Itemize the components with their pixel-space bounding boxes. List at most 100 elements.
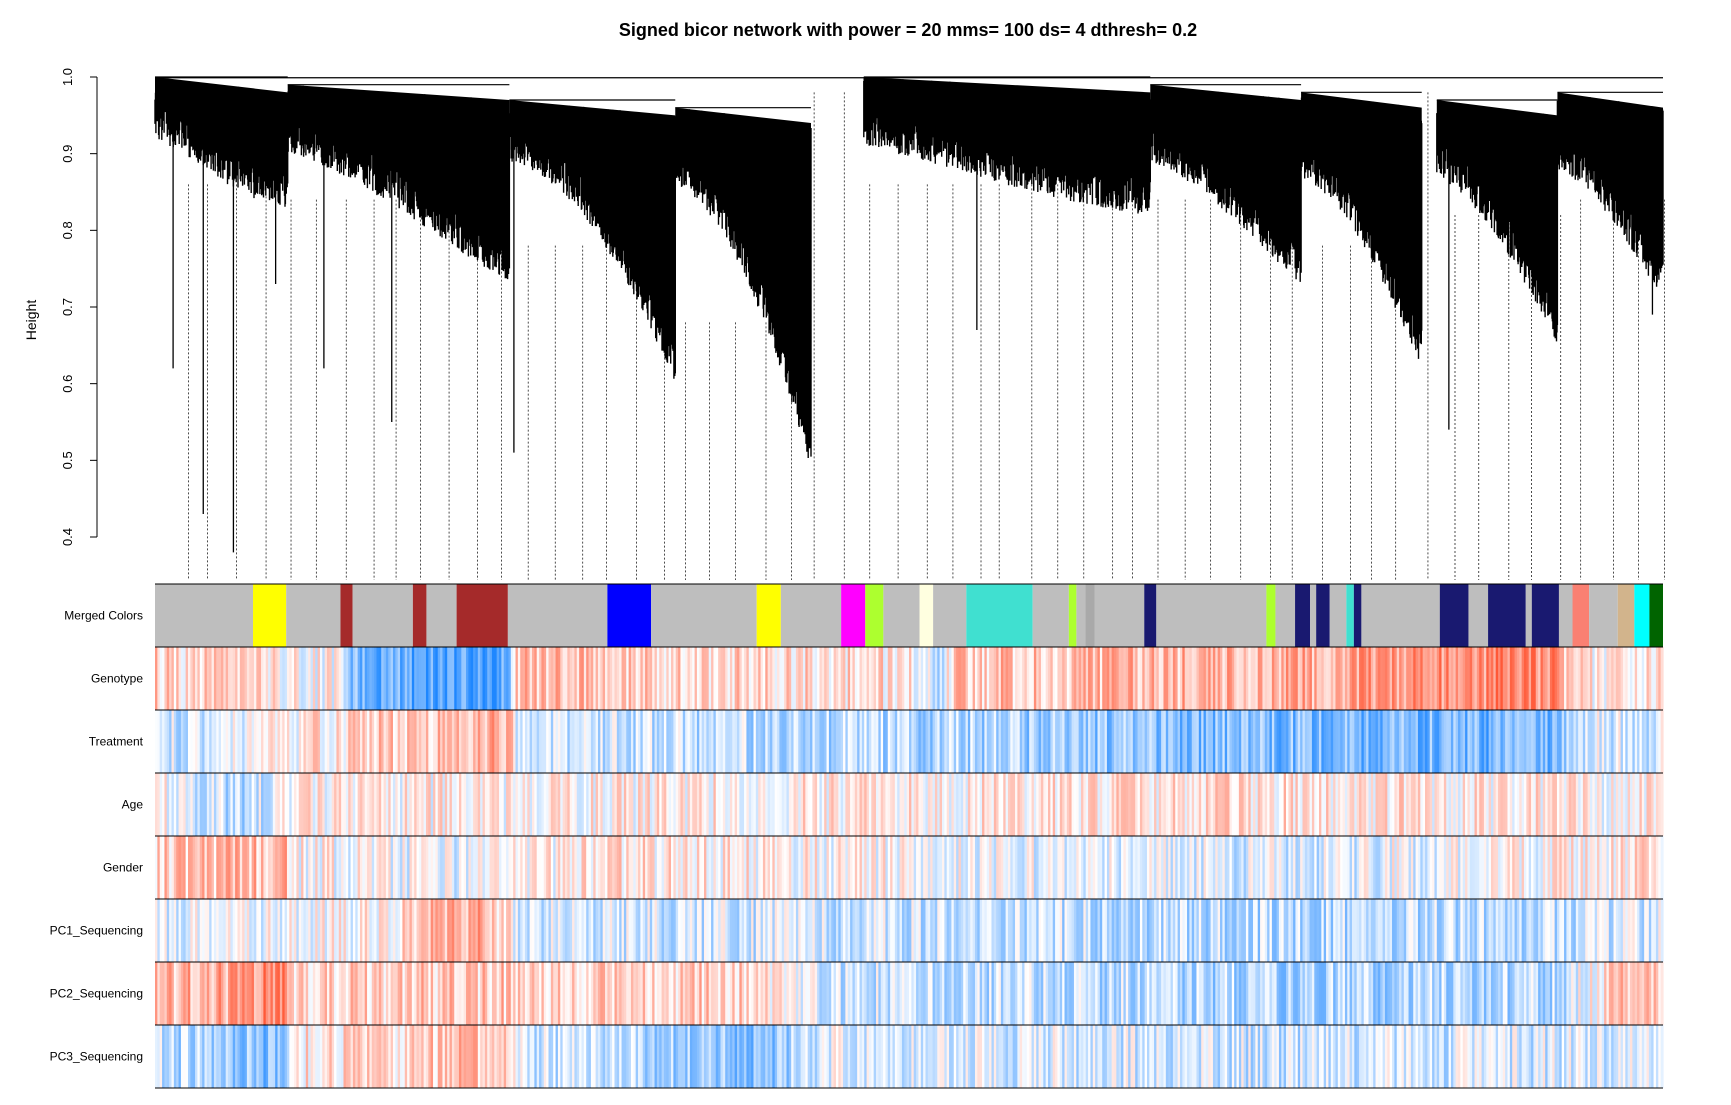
correlation-stripe	[871, 1025, 875, 1088]
correlation-stripe	[798, 773, 802, 836]
correlation-stripe	[1238, 899, 1242, 962]
correlation-stripe	[993, 773, 997, 836]
correlation-stripe	[305, 962, 309, 1025]
correlation-stripe	[1109, 836, 1113, 899]
correlation-stripe	[473, 1025, 477, 1088]
correlation-stripe	[275, 710, 279, 773]
correlation-stripe	[218, 647, 222, 710]
correlation-stripe	[411, 899, 415, 962]
correlation-stripe	[513, 899, 517, 962]
correlation-stripe	[1545, 773, 1549, 836]
correlation-stripe	[390, 710, 394, 773]
correlation-stripe	[758, 647, 762, 710]
correlation-stripe	[1427, 836, 1431, 899]
correlation-stripe	[1311, 962, 1315, 1025]
correlation-stripe	[1417, 836, 1421, 899]
correlation-stripe	[1262, 836, 1266, 899]
correlation-stripe	[897, 710, 901, 773]
correlation-stripe	[1059, 710, 1063, 773]
correlation-stripe	[1382, 647, 1386, 710]
correlation-stripe	[1573, 773, 1577, 836]
correlation-stripe	[1057, 773, 1061, 836]
correlation-stripe	[421, 710, 425, 773]
correlation-stripe	[805, 836, 809, 899]
color-track: Age	[122, 772, 1664, 836]
correlation-stripe	[1564, 836, 1567, 899]
correlation-stripe	[312, 962, 316, 1025]
correlation-stripe	[1472, 899, 1476, 962]
correlation-stripe	[1535, 1025, 1539, 1088]
correlation-stripe	[1184, 773, 1188, 836]
correlation-stripe	[1307, 962, 1311, 1025]
correlation-stripe	[642, 647, 646, 710]
correlation-stripe	[833, 647, 837, 710]
correlation-stripe	[1238, 962, 1242, 1025]
correlation-stripe	[1458, 899, 1461, 962]
correlation-stripe	[727, 647, 731, 710]
correlation-stripe	[1290, 773, 1294, 836]
correlation-stripe	[1526, 1025, 1530, 1088]
correlation-stripe	[1439, 647, 1443, 710]
correlation-stripe	[1415, 962, 1419, 1025]
correlation-stripe	[1427, 899, 1431, 962]
correlation-stripe	[296, 1025, 300, 1088]
correlation-stripe	[1521, 836, 1525, 899]
correlation-stripe	[1401, 773, 1405, 836]
correlation-stripe	[1573, 836, 1577, 899]
correlation-stripe	[1559, 962, 1563, 1025]
correlation-stripe	[1568, 710, 1572, 773]
correlation-stripe	[1552, 1025, 1556, 1088]
correlation-stripe	[1333, 1025, 1337, 1088]
correlation-stripe	[960, 836, 964, 899]
module-segment	[883, 584, 920, 647]
correlation-stripe	[1163, 962, 1167, 1025]
correlation-stripe	[1458, 773, 1461, 836]
correlation-stripe	[381, 647, 385, 710]
correlation-stripe	[1542, 710, 1546, 773]
correlation-stripe	[1406, 899, 1410, 962]
correlation-stripe	[451, 710, 455, 773]
track-label: Age	[122, 798, 144, 812]
correlation-stripe	[1594, 899, 1598, 962]
correlation-stripe	[1043, 710, 1047, 773]
correlation-stripe	[984, 899, 988, 962]
correlation-stripe	[409, 1025, 413, 1088]
correlation-stripe	[619, 962, 623, 1025]
correlation-stripe	[1420, 962, 1424, 1025]
correlation-stripe	[1644, 899, 1648, 962]
correlation-stripe	[503, 1025, 507, 1088]
correlation-stripe	[475, 710, 479, 773]
correlation-stripe	[1571, 962, 1575, 1025]
correlation-stripe	[1118, 962, 1122, 1025]
correlation-stripe	[1019, 1025, 1023, 1088]
correlation-stripe	[1363, 647, 1367, 710]
correlation-stripe	[284, 647, 288, 710]
correlation-stripe	[244, 710, 248, 773]
correlation-stripe	[458, 1025, 462, 1088]
correlation-stripe	[880, 962, 884, 1025]
correlation-stripe	[1184, 899, 1188, 962]
correlation-stripe	[449, 773, 453, 836]
correlation-stripe	[1052, 962, 1056, 1025]
correlation-stripe	[513, 773, 517, 836]
correlation-stripe	[897, 1025, 901, 1088]
correlation-stripe	[1069, 647, 1073, 710]
correlation-stripe	[1604, 647, 1608, 710]
correlation-stripe	[251, 710, 255, 773]
correlation-stripe	[209, 773, 213, 836]
correlation-stripe	[416, 773, 420, 836]
correlation-stripe	[1158, 710, 1162, 773]
correlation-stripe	[1043, 1025, 1047, 1088]
correlation-stripe	[560, 962, 564, 1025]
correlation-stripe	[1038, 647, 1042, 710]
correlation-stripe	[1554, 1025, 1558, 1088]
correlation-stripe	[1191, 1025, 1195, 1088]
correlation-stripe	[909, 1025, 912, 1088]
correlation-stripe	[447, 1025, 451, 1088]
correlation-stripe	[883, 773, 887, 836]
correlation-stripe	[1316, 647, 1320, 710]
correlation-stripe	[831, 1025, 835, 1088]
correlation-stripe	[548, 962, 552, 1025]
correlation-stripe	[1031, 836, 1035, 899]
correlation-stripe	[451, 773, 455, 836]
